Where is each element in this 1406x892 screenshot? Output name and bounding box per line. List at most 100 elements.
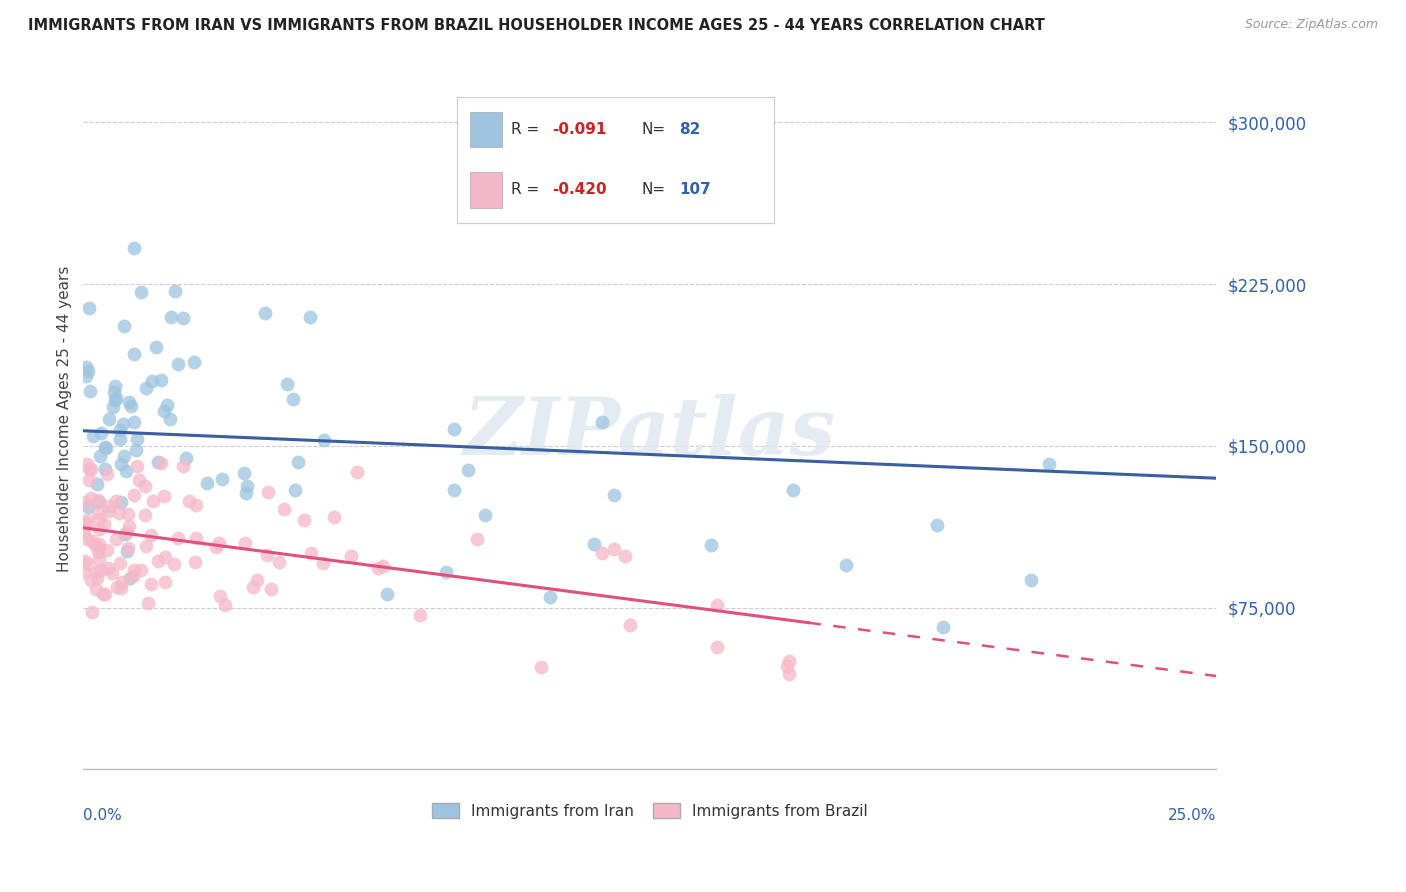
Point xyxy=(110,581,132,595)
Point xyxy=(1038,457,1060,471)
Point xyxy=(80,605,103,619)
Point xyxy=(110,458,132,472)
Point xyxy=(131,563,153,577)
Point xyxy=(121,569,143,583)
Point xyxy=(148,455,170,469)
Point xyxy=(77,462,100,476)
Text: ZIPatlas: ZIPatlas xyxy=(464,394,835,472)
Text: Source: ZipAtlas.com: Source: ZipAtlas.com xyxy=(1244,18,1378,31)
Point xyxy=(98,499,121,513)
Point xyxy=(110,494,132,508)
Point xyxy=(90,425,112,440)
Y-axis label: Householder Income Ages 25 - 44 years: Householder Income Ages 25 - 44 years xyxy=(58,266,72,572)
Point xyxy=(340,549,363,563)
Point xyxy=(530,660,553,674)
Point xyxy=(76,533,98,547)
Point xyxy=(115,464,138,478)
Point xyxy=(195,475,218,490)
Point xyxy=(112,319,135,334)
Point xyxy=(603,488,626,502)
Point xyxy=(835,558,858,572)
Point xyxy=(135,381,157,395)
Point xyxy=(367,561,389,575)
Point xyxy=(159,412,181,426)
Point xyxy=(73,516,96,530)
Point xyxy=(538,591,561,605)
Point xyxy=(115,525,138,540)
Point xyxy=(87,544,110,558)
Point xyxy=(186,531,208,545)
Point xyxy=(76,558,98,572)
Point xyxy=(208,589,231,603)
Point xyxy=(96,542,118,557)
Point xyxy=(96,467,118,481)
Point xyxy=(153,550,176,565)
Text: 25.0%: 25.0% xyxy=(1168,808,1216,822)
Point xyxy=(128,473,150,487)
Point xyxy=(103,385,125,400)
Point xyxy=(172,459,194,474)
Point xyxy=(409,608,432,623)
Point xyxy=(105,532,128,546)
Point xyxy=(135,539,157,553)
Point xyxy=(778,654,800,668)
Point xyxy=(87,522,110,536)
Point xyxy=(706,640,728,655)
Point xyxy=(97,412,120,426)
Point xyxy=(77,301,100,316)
Point xyxy=(118,395,141,409)
Point xyxy=(108,506,131,520)
Point xyxy=(94,462,117,476)
Point xyxy=(104,392,127,407)
Point xyxy=(87,505,110,519)
Point xyxy=(276,376,298,391)
Point xyxy=(159,310,181,324)
Text: IMMIGRANTS FROM IRAN VS IMMIGRANTS FROM BRAZIL HOUSEHOLDER INCOME AGES 25 - 44 Y: IMMIGRANTS FROM IRAN VS IMMIGRANTS FROM … xyxy=(28,18,1045,33)
Point xyxy=(108,556,131,570)
Point xyxy=(136,596,159,610)
Point xyxy=(371,559,394,574)
Point xyxy=(153,575,176,590)
Legend: Immigrants from Iran, Immigrants from Brazil: Immigrants from Iran, Immigrants from Br… xyxy=(426,797,875,825)
Point xyxy=(87,493,110,508)
Point xyxy=(208,535,231,549)
Point xyxy=(465,532,488,546)
Point xyxy=(118,519,141,533)
Point xyxy=(77,364,100,378)
Point xyxy=(254,306,277,320)
Point xyxy=(174,451,197,466)
Point xyxy=(79,473,101,487)
Point xyxy=(214,598,236,612)
Point xyxy=(105,580,128,594)
Point xyxy=(82,429,104,443)
Point xyxy=(96,441,118,455)
Point xyxy=(591,415,613,429)
Point xyxy=(235,485,257,500)
Point xyxy=(145,340,167,354)
Point xyxy=(1019,573,1042,587)
Point xyxy=(932,620,955,634)
Point xyxy=(76,517,98,532)
Point xyxy=(322,509,344,524)
Point xyxy=(120,571,142,585)
Point xyxy=(312,556,335,570)
Point xyxy=(77,500,100,514)
Point xyxy=(101,401,124,415)
Point xyxy=(183,355,205,369)
Point xyxy=(104,391,127,405)
Point xyxy=(152,489,174,503)
Point xyxy=(111,417,134,431)
Point xyxy=(82,534,104,549)
Point xyxy=(141,375,163,389)
Point xyxy=(346,465,368,479)
Point xyxy=(129,285,152,300)
Point xyxy=(87,551,110,566)
Point xyxy=(89,512,111,526)
Point xyxy=(89,449,111,463)
Point xyxy=(301,546,323,560)
Point xyxy=(242,580,264,594)
Point xyxy=(97,561,120,575)
Point xyxy=(443,422,465,436)
Point xyxy=(619,618,641,632)
Point xyxy=(122,415,145,429)
